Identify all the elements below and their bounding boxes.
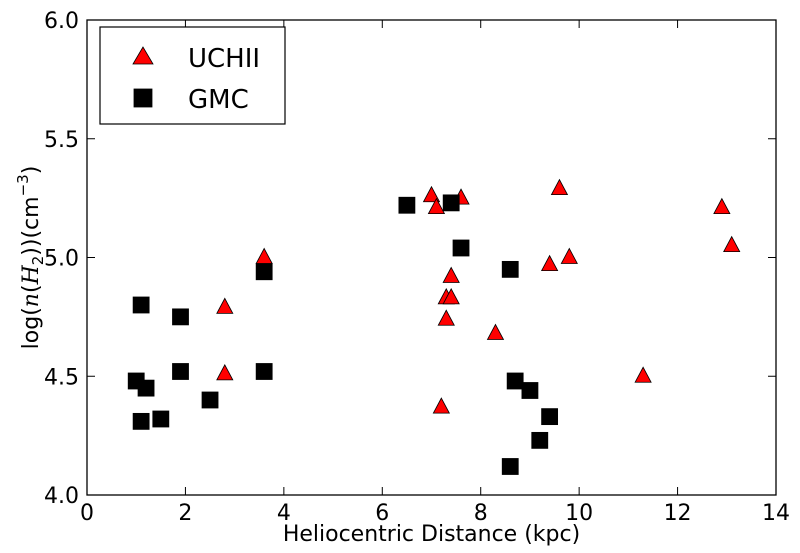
gmc-point (442, 194, 460, 212)
gmc-point (501, 458, 519, 475)
legend-box (99, 26, 286, 125)
uchii-point (486, 323, 505, 340)
ylabel-sub: 2 (29, 256, 47, 266)
gmc-point (506, 372, 524, 390)
gmc-point (452, 239, 470, 257)
uchii-point (442, 288, 460, 305)
uchii-point (634, 366, 652, 383)
uchii-point (442, 266, 460, 283)
y-tick-label: 5.0 (44, 247, 79, 272)
x-tick-label: 14 (762, 501, 790, 526)
x-tick-label: 4 (277, 501, 291, 526)
x-axis-label: Heliocentric Distance (kpc) (283, 522, 580, 547)
gmc-point (137, 379, 155, 397)
uchii-point (216, 297, 234, 314)
gmc-point (255, 263, 273, 281)
x-tick-label: 2 (178, 501, 192, 526)
y-tick-label: 4.0 (44, 484, 79, 509)
x-tick-label: 10 (565, 501, 593, 526)
legend-uchii-label: UCHII (188, 44, 260, 74)
legend-uchii-marker (132, 46, 154, 65)
gmc-point (255, 363, 273, 380)
points-layer (127, 178, 741, 475)
ylabel-H: H (19, 264, 44, 285)
gmc-point (501, 260, 519, 278)
ylabel-n: n (19, 293, 44, 307)
x-tick-label: 0 (80, 501, 94, 526)
x-tick-label: 6 (375, 501, 389, 526)
x-tick-label: 12 (664, 501, 692, 526)
gmc-point (531, 431, 549, 449)
legend-gmc-marker (133, 88, 153, 108)
gmc-point (398, 196, 416, 214)
gmc-point (201, 391, 219, 409)
ylabel-prefix: log( (19, 307, 44, 349)
uchii-point (216, 364, 234, 381)
ylabel-close: ))(cm (19, 196, 44, 255)
gmc-point (152, 410, 170, 428)
ylabel-open: ( (19, 284, 44, 293)
gmc-point (521, 382, 539, 399)
ylabel-sup: −3 (14, 174, 32, 196)
gmc-point (172, 308, 189, 326)
y-tick-label: 4.5 (44, 365, 79, 390)
legend: UCHII GMC (99, 26, 286, 125)
gmc-point (541, 408, 559, 426)
uchii-point (255, 247, 273, 264)
ylabel-end: ) (19, 166, 44, 175)
uchii-point (437, 309, 455, 326)
y-axis-label: log(n(H2))(cm−3) (14, 166, 47, 350)
ticks-layer: 0 2 4 6 8 10 12 14 4.0 4.5 5.0 5.5 6.0 (44, 9, 790, 526)
uchii-point (422, 185, 441, 203)
uchii-point (560, 247, 578, 264)
gmc-point (172, 363, 189, 380)
uchii-point (540, 254, 559, 272)
uchii-point (432, 397, 451, 414)
legend-gmc-label: GMC (188, 85, 249, 115)
x-tick-label: 8 (474, 501, 488, 526)
gmc-point (132, 296, 150, 314)
uchii-point (427, 197, 446, 215)
gmc-point (132, 412, 150, 430)
uchii-point (723, 235, 741, 253)
y-tick-label: 6.0 (44, 9, 79, 34)
y-tick-label: 5.5 (44, 128, 79, 153)
uchii-point (713, 197, 731, 215)
uchii-point (550, 178, 569, 196)
plot-frame (86, 19, 777, 496)
